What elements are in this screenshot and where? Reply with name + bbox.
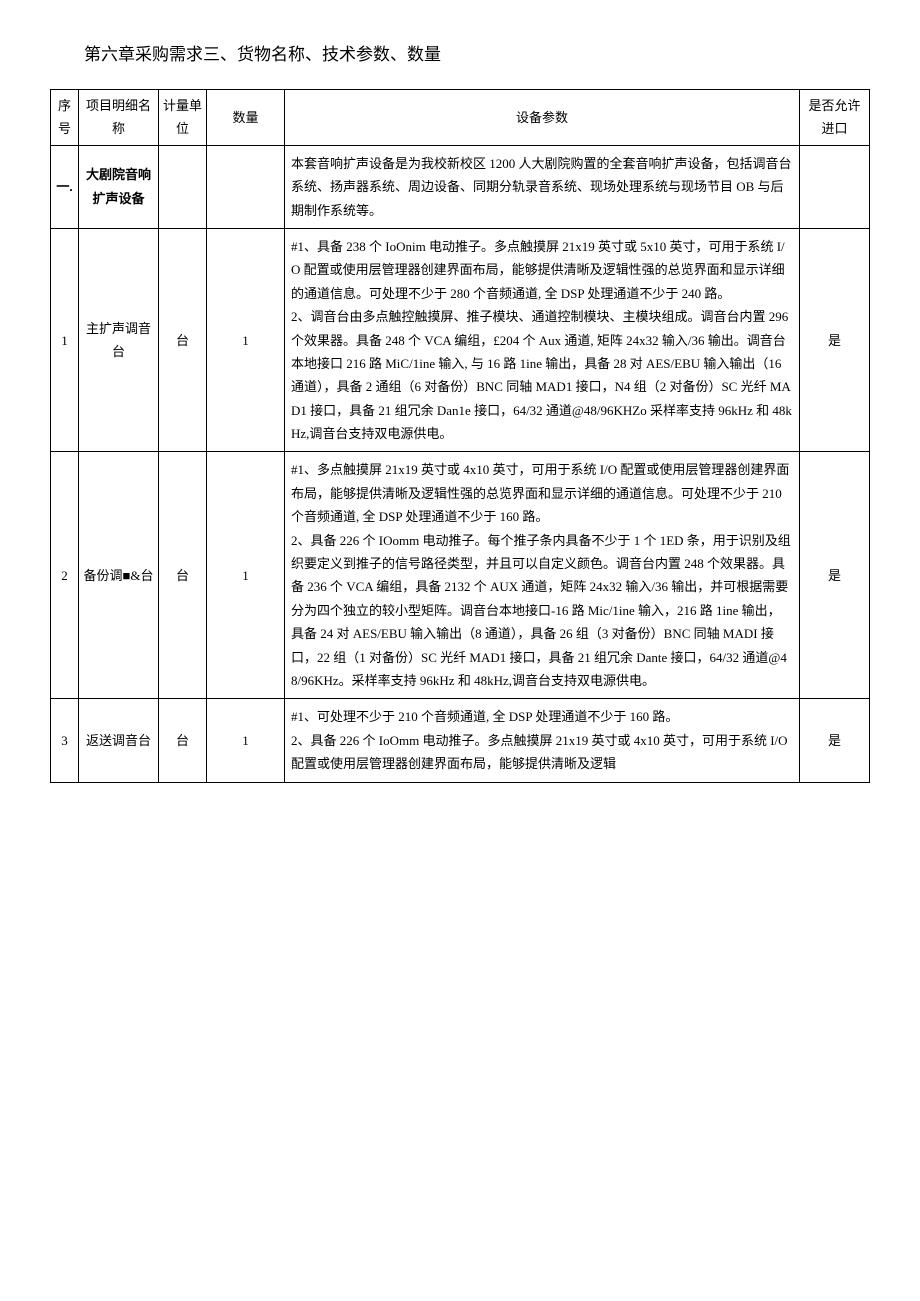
col-unit-header: 计量单位 [159, 90, 207, 146]
cell-name: 返送调音台 [79, 699, 159, 782]
cell-imp: 是 [800, 699, 870, 782]
col-qty-header: 数量 [207, 90, 285, 146]
procurement-table: 序号 项目明细名称 计量单位 数量 设备参数 是否允许进口 一.大剧院音响扩声设… [50, 89, 870, 783]
cell-unit: 台 [159, 228, 207, 452]
cell-unit [159, 145, 207, 228]
table-body: 一.大剧院音响扩声设备 本套音响扩声设备是为我校新校区 1200 人大剧院购置的全… [51, 145, 870, 782]
table-row: 1主扩声调音台台1#1、具备 238 个 IoOnim 电动推子。多点触摸屏 2… [51, 228, 870, 452]
cell-imp: 是 [800, 228, 870, 452]
table-row: 一.大剧院音响扩声设备 本套音响扩声设备是为我校新校区 1200 人大剧院购置的全… [51, 145, 870, 228]
cell-seq: 3 [51, 699, 79, 782]
table-row: 2备份调■&台台1#1、多点触摸屏 21x19 英寸或 4x10 英寸，可用于系… [51, 452, 870, 699]
col-name-header: 项目明细名称 [79, 90, 159, 146]
cell-imp: 是 [800, 452, 870, 699]
cell-spec: #1、可处理不少于 210 个音频通道, 全 DSP 处理通道不少于 160 路… [285, 699, 800, 782]
col-imp-header: 是否允许进口 [800, 90, 870, 146]
cell-spec: #1、多点触摸屏 21x19 英寸或 4x10 英寸，可用于系统 I/O 配置或… [285, 452, 800, 699]
cell-name: 主扩声调音台 [79, 228, 159, 452]
cell-imp [800, 145, 870, 228]
cell-spec: 本套音响扩声设备是为我校新校区 1200 人大剧院购置的全套音响扩声设备，包括调… [285, 145, 800, 228]
cell-qty: 1 [207, 228, 285, 452]
col-seq-header: 序号 [51, 90, 79, 146]
cell-qty: 1 [207, 452, 285, 699]
cell-name: 大剧院音响扩声设备 [79, 145, 159, 228]
table-header-row: 序号 项目明细名称 计量单位 数量 设备参数 是否允许进口 [51, 90, 870, 146]
cell-qty [207, 145, 285, 228]
cell-unit: 台 [159, 699, 207, 782]
page-title: 第六章采购需求三、货物名称、技术参数、数量 [50, 40, 870, 65]
cell-seq: 1 [51, 228, 79, 452]
cell-spec: #1、具备 238 个 IoOnim 电动推子。多点触摸屏 21x19 英寸或 … [285, 228, 800, 452]
cell-qty: 1 [207, 699, 285, 782]
table-row: 3返送调音台台1#1、可处理不少于 210 个音频通道, 全 DSP 处理通道不… [51, 699, 870, 782]
cell-name: 备份调■&台 [79, 452, 159, 699]
col-spec-header: 设备参数 [285, 90, 800, 146]
cell-seq: 一. [51, 145, 79, 228]
cell-unit: 台 [159, 452, 207, 699]
cell-seq: 2 [51, 452, 79, 699]
